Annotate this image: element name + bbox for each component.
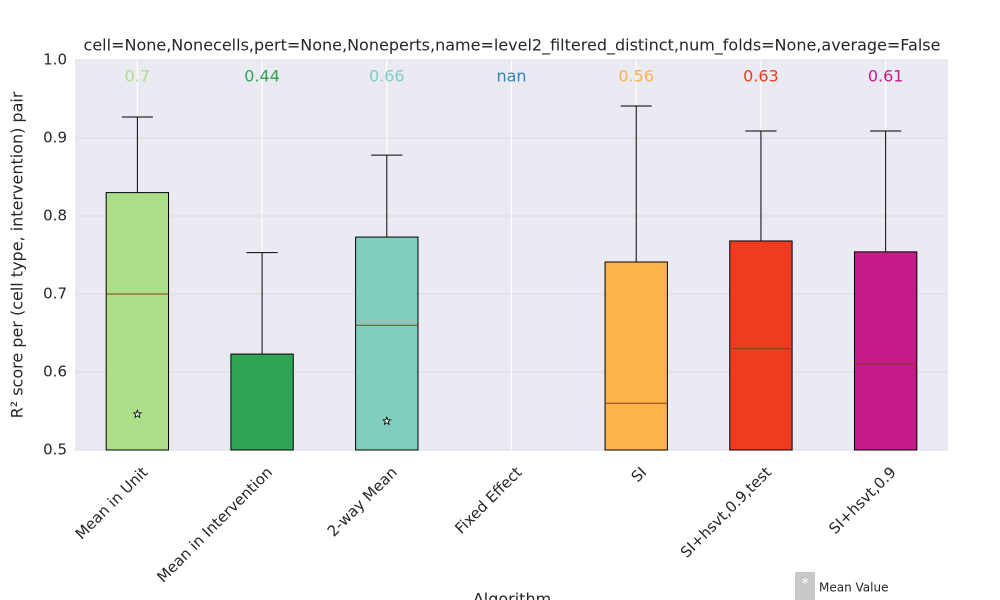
median-label: 0.44 — [244, 67, 280, 86]
y-tick-label: 0.5 — [43, 441, 67, 459]
x-tick-label: SI+hsvt,0.9 — [825, 463, 899, 537]
y-tick-label: 0.6 — [43, 363, 67, 381]
x-axis-label: Algorithm — [473, 590, 551, 600]
median-label: 0.66 — [369, 67, 405, 86]
legend-symbol: * — [802, 576, 809, 592]
x-tick-label: Mean in Intervention — [153, 463, 276, 586]
y-axis-label: R² score per (cell type, intervention) p… — [8, 91, 27, 418]
box — [105, 192, 170, 451]
x-tick-label: Fixed Effect — [451, 463, 525, 537]
x-tick-label: Mean in Unit — [72, 463, 152, 543]
x-tick-label: SI+hsvt,0.9,test — [677, 463, 775, 561]
chart-title: cell=None,Nonecells,pert=None,Noneperts,… — [84, 36, 941, 56]
median-label: 0.56 — [618, 67, 654, 86]
legend-marker — [795, 572, 815, 600]
median-label: nan — [496, 67, 526, 86]
mean-marker — [132, 408, 143, 419]
median-label: 0.7 — [125, 67, 150, 86]
box — [355, 236, 419, 451]
y-tick-label: 0.9 — [43, 129, 67, 147]
box — [853, 251, 918, 451]
median-label: 0.63 — [743, 67, 779, 86]
y-tick-label: 1.0 — [43, 51, 67, 69]
x-tick-label: SI — [628, 463, 651, 486]
median-label: 0.61 — [868, 67, 904, 86]
box — [230, 353, 294, 451]
y-tick-label: 0.8 — [43, 207, 67, 225]
mean-marker — [381, 415, 392, 426]
box — [729, 240, 793, 451]
box — [604, 261, 668, 451]
x-tick-label: 2-way Mean — [324, 463, 401, 540]
legend-label: Mean Value — [819, 581, 888, 595]
y-tick-label: 0.7 — [43, 285, 67, 303]
